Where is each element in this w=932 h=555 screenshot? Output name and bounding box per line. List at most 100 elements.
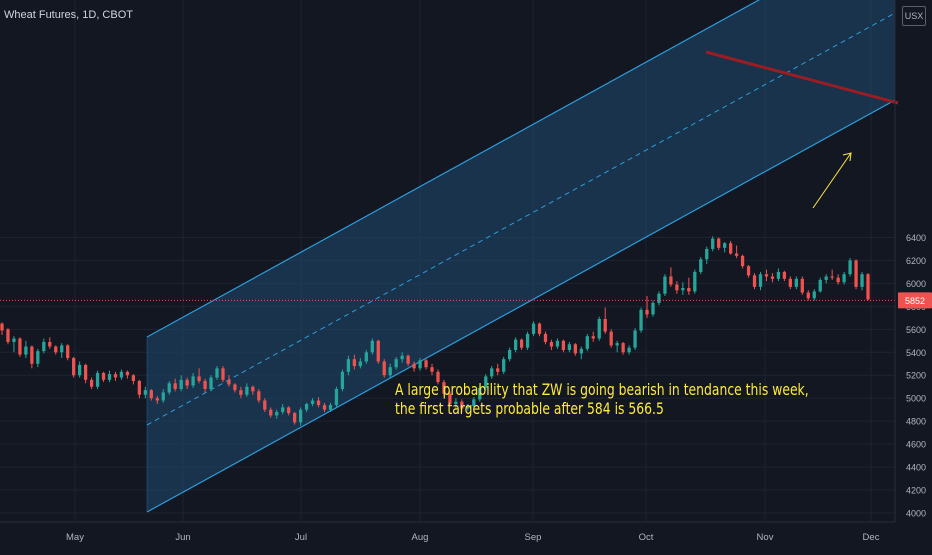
candle-body: [191, 376, 195, 386]
candle-body: [651, 302, 655, 315]
candle-body: [788, 278, 793, 287]
time-tick-label: Jun: [175, 532, 190, 543]
candle-body: [800, 278, 804, 293]
candle-body: [782, 271, 787, 279]
candle-body: [281, 407, 285, 412]
candle-body: [293, 413, 297, 423]
chart-title: Wheat Futures, 1D, CBOT: [4, 9, 133, 21]
candle-body: [143, 390, 147, 395]
candle-body: [454, 401, 458, 404]
candle-body: [508, 349, 512, 360]
candle-body: [24, 346, 28, 355]
regression-channel-fill: [147, 0, 895, 512]
candle-body: [728, 243, 733, 254]
candle-body: [83, 364, 88, 380]
price-tick-label: 6400: [906, 233, 926, 243]
price-tick-label: 5200: [906, 371, 926, 381]
price-tick-label: 4400: [906, 463, 926, 473]
channel-lower-line: [146, 99, 896, 513]
price-tick-label: 5000: [906, 394, 926, 404]
candle-body: [555, 340, 560, 347]
candle-body: [77, 364, 82, 376]
candle-body: [316, 400, 321, 406]
candle-body: [603, 318, 607, 332]
candle-body: [12, 338, 16, 342]
channel-upper-line: [146, 0, 761, 338]
candle-body: [173, 383, 177, 390]
candle-body: [573, 344, 577, 354]
candle-body: [513, 339, 518, 350]
candle-body: [36, 351, 40, 364]
last-price-tag: [898, 292, 932, 309]
candle-body: [645, 309, 649, 315]
candle-body: [585, 336, 589, 349]
candle-body: [866, 274, 870, 300]
candle-body: [460, 401, 464, 409]
candle-body: [687, 287, 691, 292]
candle-body: [388, 367, 392, 376]
candle-body: [836, 277, 840, 283]
candle-body: [561, 340, 566, 350]
candle-body: [0, 323, 4, 331]
candle-body: [842, 274, 846, 283]
candle-body: [346, 359, 351, 372]
candle-body: [567, 344, 572, 350]
candle-body: [137, 380, 142, 395]
candle-body: [519, 339, 524, 348]
candle-body: [699, 259, 703, 272]
candle-body: [101, 372, 106, 380]
candle-body: [376, 340, 380, 362]
candle-body: [663, 276, 667, 294]
candle-body: [717, 238, 721, 248]
candle-body: [400, 355, 404, 360]
candle-body: [18, 338, 22, 355]
candle-body: [740, 255, 745, 267]
candle-body: [669, 276, 673, 285]
candle-body: [310, 400, 315, 404]
price-tick-label: 5600: [906, 325, 926, 335]
annotation-arrow: [812, 152, 852, 209]
candle-body: [639, 309, 643, 331]
candle-body: [854, 260, 858, 287]
candle-body: [472, 399, 476, 407]
candle-body: [185, 379, 189, 386]
candle-body: [525, 333, 530, 348]
candle-body: [340, 371, 345, 390]
candle-body: [257, 391, 261, 401]
candle-body: [30, 346, 34, 364]
candle-body: [131, 375, 136, 381]
candle-body: [221, 368, 225, 380]
candle-body: [161, 392, 165, 401]
candle-body: [245, 386, 249, 395]
candle-body: [179, 379, 183, 390]
candle-body: [322, 405, 327, 410]
candle-body: [125, 371, 130, 376]
candle-body: [496, 368, 500, 372]
candle-body: [776, 271, 781, 279]
candle-body: [167, 383, 171, 393]
candle-body: [197, 376, 201, 381]
candle-body: [66, 345, 70, 359]
currency-button[interactable]: USX: [902, 6, 926, 26]
candle-body: [418, 360, 422, 369]
candle-body: [430, 367, 434, 372]
candle-body: [328, 405, 333, 410]
candle-body: [298, 409, 303, 423]
candle-body: [54, 346, 58, 353]
candle-body: [436, 371, 440, 383]
candle-body: [615, 343, 619, 346]
time-tick-label: Jul: [295, 532, 307, 543]
candle-body: [448, 393, 452, 404]
candle-body: [209, 377, 213, 390]
time-tick-label: Sep: [525, 532, 542, 543]
candle-body: [478, 387, 482, 400]
candle-body: [394, 359, 398, 368]
candle-body: [806, 292, 810, 299]
candle-body: [370, 340, 374, 353]
time-tick-label: Dec: [863, 532, 880, 543]
candle-body: [764, 274, 769, 277]
candle-body: [72, 358, 76, 376]
candle-body: [502, 359, 506, 372]
